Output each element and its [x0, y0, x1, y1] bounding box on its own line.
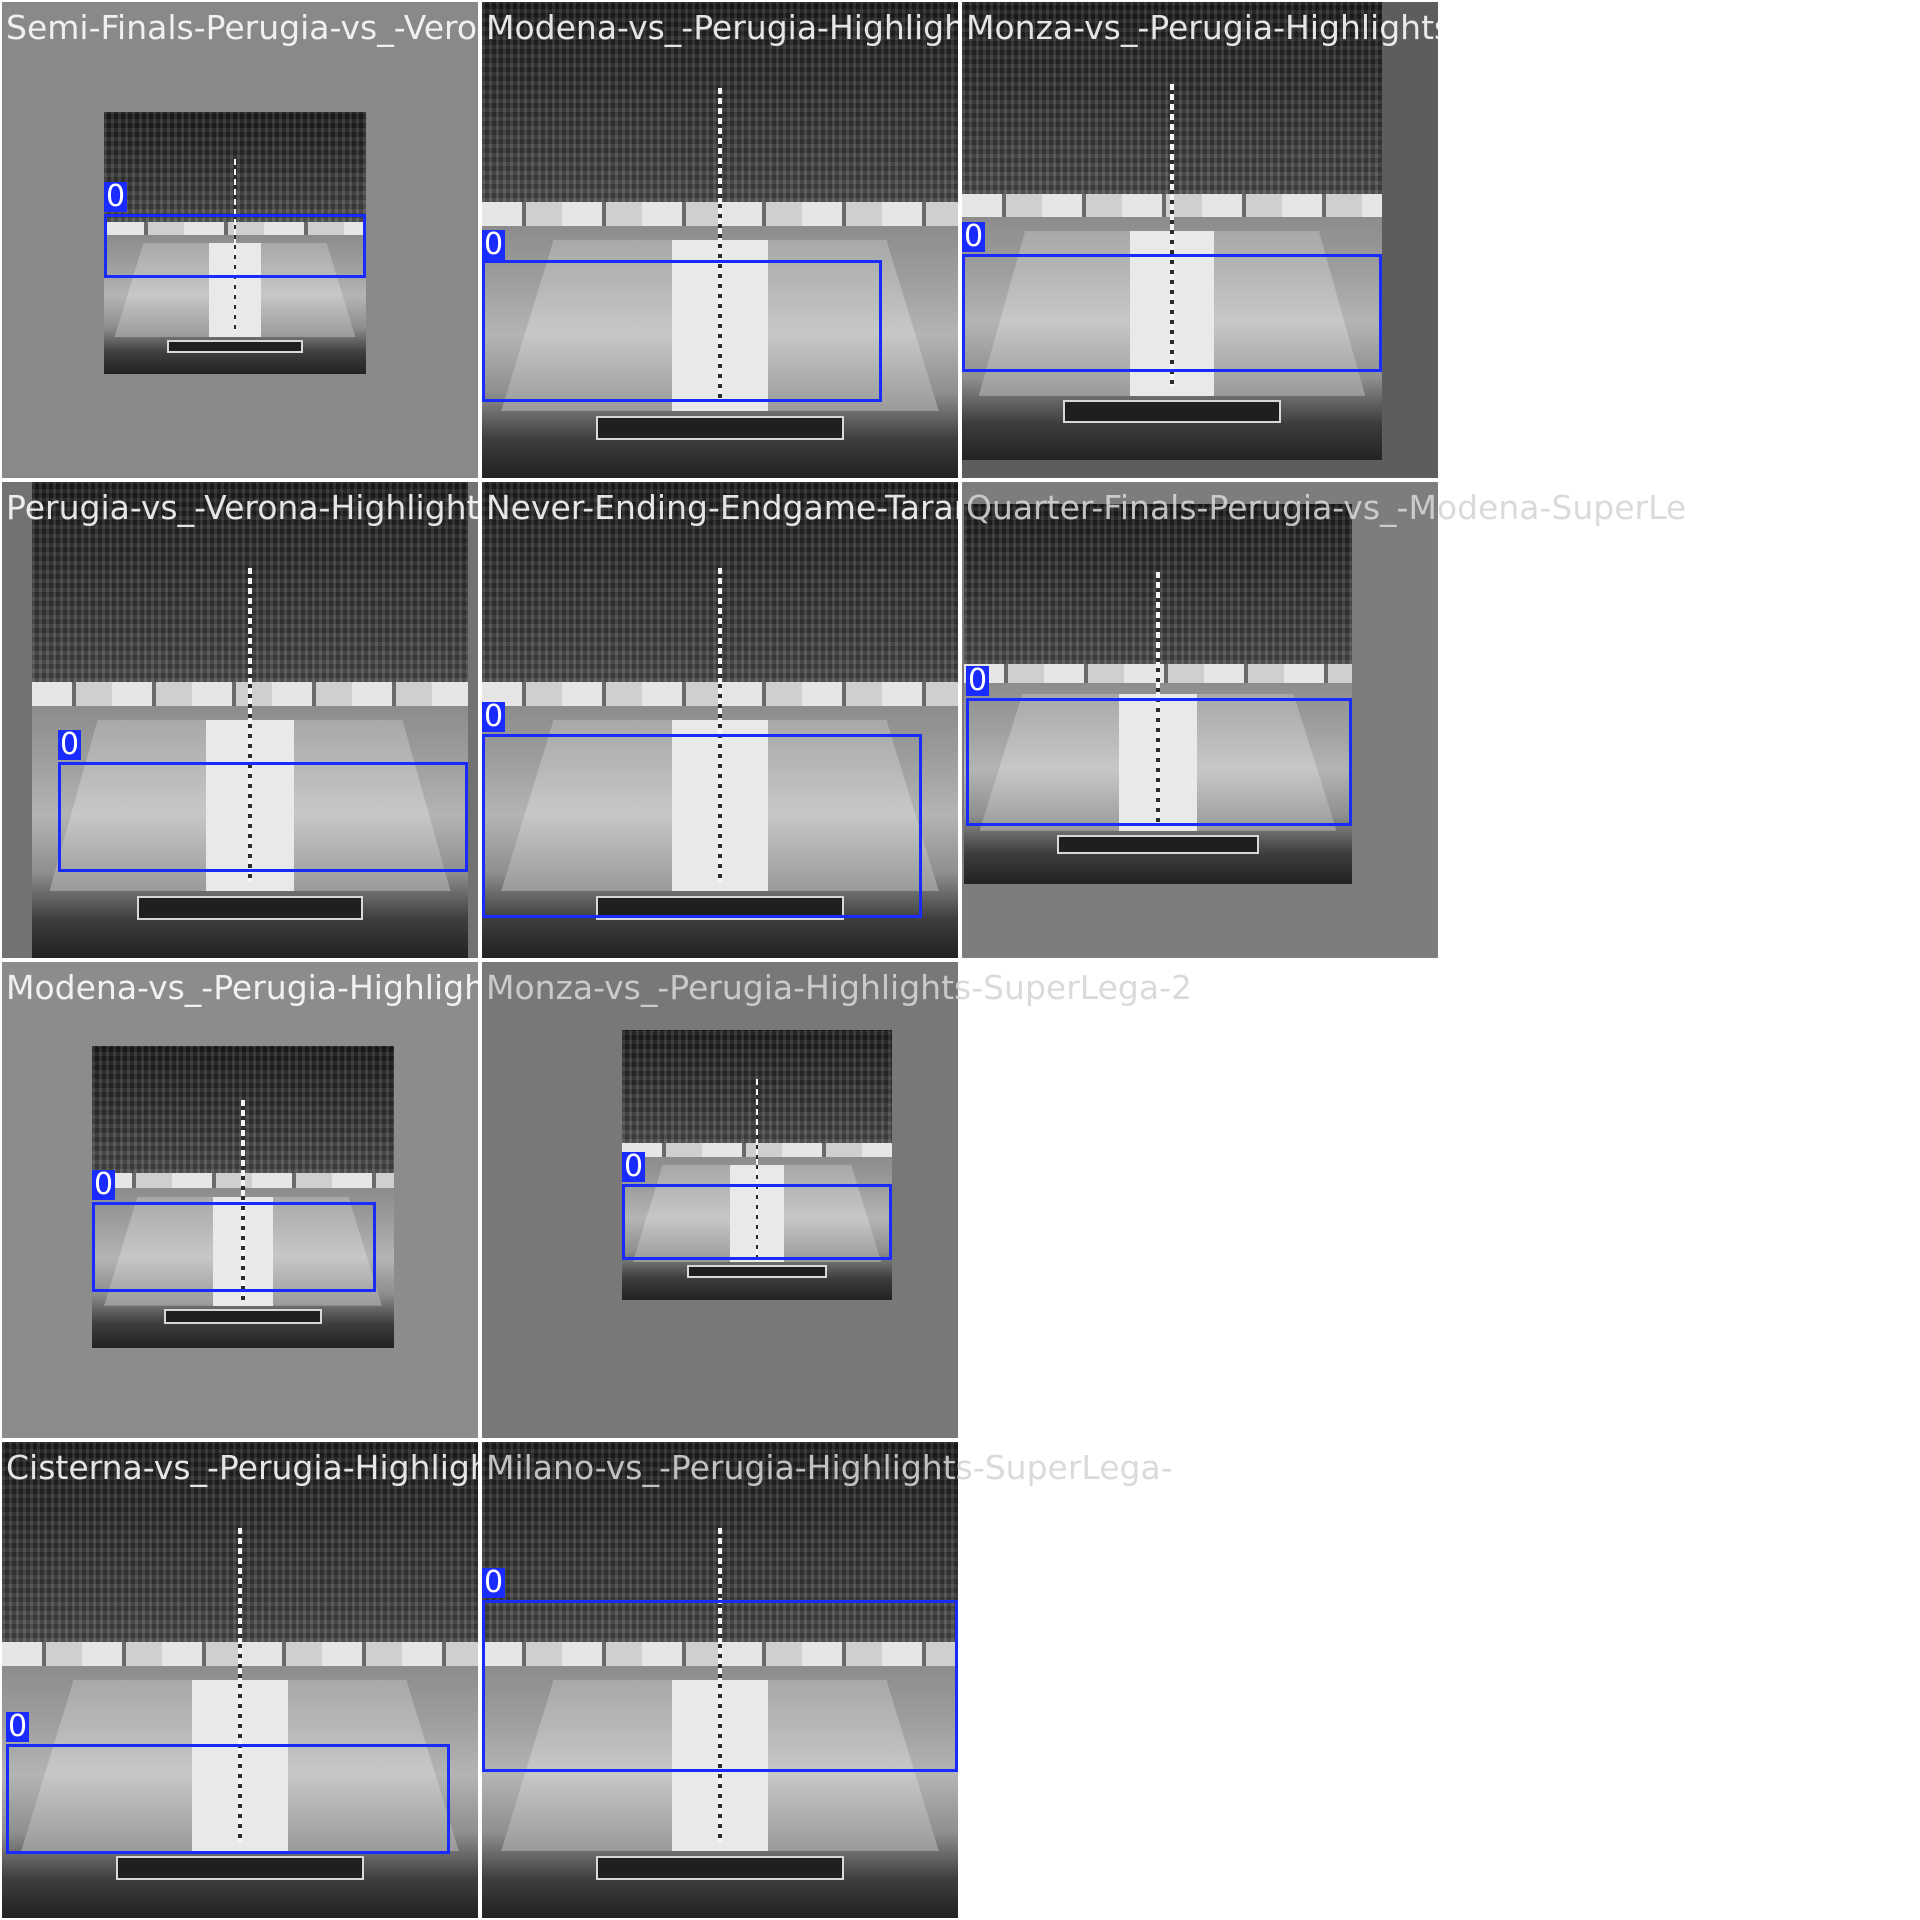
image-tile[interactable]: 0 Never-Ending-Endgame-Taranto-vs-Perugi…: [482, 482, 1204, 958]
image-tile[interactable]: 0 Milano-vs_-Perugia-Highlights-SuperLeg…: [482, 1442, 1173, 1918]
detection-box: [6, 1744, 450, 1854]
image-tile[interactable]: 0 Semi-Finals-Perugia-vs_-Verona-Highlig…: [2, 2, 896, 478]
detection-class-label: 0: [104, 179, 128, 214]
detection-class-label: 0: [6, 1709, 30, 1744]
detection-class-label: 0: [482, 1565, 506, 1600]
detection-class-label: 0: [966, 663, 990, 698]
image-tile[interactable]: 0 Quarter-Finals-Perugia-vs_-Modena-Supe…: [962, 482, 1686, 958]
image-tile[interactable]: 0 Monza-vs_-Perugia-Highlights-SuperLega…: [962, 2, 1651, 478]
image-tile[interactable]: 0 Modena-vs_-Perugia-Highlights-SuperLeg…: [2, 962, 715, 1438]
court-photo: [482, 2, 958, 478]
detection-box: [58, 762, 468, 872]
detection-class-label: 0: [58, 727, 82, 762]
image-tile[interactable]: 0 Perugia-vs_-Verona-Highlights-SuperLeg…: [2, 482, 696, 958]
detection-box: [966, 698, 1352, 826]
detection-box: [622, 1184, 892, 1260]
court-photo: [962, 2, 1382, 460]
image-tile[interactable]: 0 Monza-vs_-Perugia-Highlights-SuperLega…: [482, 962, 1192, 1438]
detection-box: [482, 1600, 958, 1772]
image-tile[interactable]: 0 Modena-vs_-Perugia-Highlights-SuperLeg…: [482, 2, 1195, 478]
court-photo: [622, 1030, 892, 1300]
detection-class-label: 0: [622, 1149, 646, 1184]
court-photo: [964, 504, 1352, 884]
image-tile[interactable]: 0 Cisterna-vs_-Perugia-Highlights-SuperL…: [2, 1442, 721, 1918]
detection-class-label: 0: [482, 699, 506, 734]
court-photo: [104, 112, 366, 374]
detection-box: [104, 214, 366, 278]
detection-box: [482, 260, 882, 402]
detection-class-label: 0: [482, 227, 506, 262]
court-photo: [32, 482, 468, 958]
court-photo: [482, 1442, 958, 1918]
detection-class-label: 0: [962, 219, 986, 254]
detection-box: [962, 254, 1382, 372]
court-photo: [92, 1046, 394, 1348]
court-photo: [482, 482, 958, 958]
detection-class-label: 0: [92, 1167, 116, 1202]
court-photo: [2, 1442, 478, 1918]
detection-box: [92, 1202, 376, 1292]
detection-box: [482, 734, 922, 918]
